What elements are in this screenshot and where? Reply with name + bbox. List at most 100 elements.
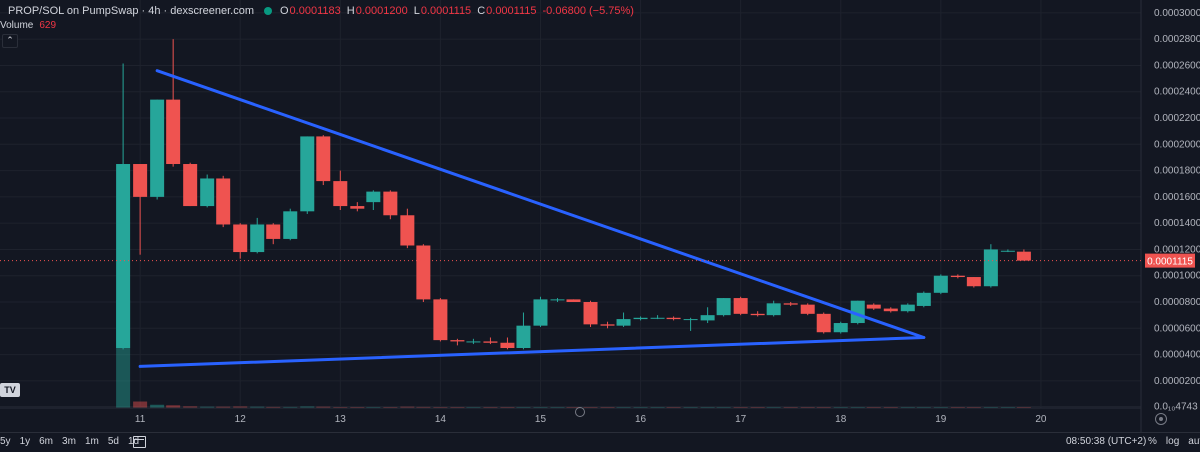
candle [1016, 249, 1031, 261]
candle-body [850, 300, 865, 324]
candle [733, 296, 748, 316]
time-tick-label: 18 [835, 414, 847, 425]
candle-body [783, 303, 798, 305]
price-tick-label: 0.0001000 [1154, 271, 1200, 282]
candle-body [616, 319, 631, 326]
scale-option-auto[interactable]: auto [1188, 436, 1200, 447]
candle [433, 298, 448, 342]
candle [516, 312, 531, 350]
market-status-icon [263, 7, 272, 15]
candle-body [800, 304, 815, 314]
candle-body [516, 325, 531, 349]
candle-body [900, 304, 915, 312]
candle-body [133, 164, 148, 197]
candle-body [750, 313, 765, 316]
open-value: 0.0001183 [289, 5, 341, 17]
candle-body [533, 299, 548, 326]
range-button-6m[interactable]: 6m [39, 436, 54, 447]
candle [750, 311, 765, 317]
candle [566, 299, 581, 303]
candle-body [166, 99, 181, 165]
close-label: C [477, 5, 486, 17]
range-button-1y[interactable]: 1y [19, 436, 31, 447]
time-tick-label: 14 [435, 414, 447, 425]
candle-body [683, 319, 698, 321]
candle-body [733, 298, 748, 314]
scale-option-percent[interactable]: % [1148, 436, 1157, 447]
scale-option-log[interactable]: log [1165, 436, 1180, 447]
candle-body [250, 224, 265, 253]
calendar-icon[interactable] [133, 436, 146, 448]
candle-body [433, 299, 448, 341]
candle-body [950, 275, 965, 278]
trendline-lower[interactable] [138, 335, 926, 368]
range-button-5y[interactable]: 5y [0, 436, 11, 447]
volume-bar [250, 406, 265, 408]
candle [666, 316, 681, 321]
time-tick-label: 20 [1035, 414, 1047, 425]
candle [450, 338, 465, 346]
trendline-upper[interactable] [155, 69, 926, 339]
clock-time[interactable]: 08:50:38 (UTC+2) [1066, 436, 1147, 447]
candle [966, 277, 981, 288]
high-label: H [346, 5, 355, 17]
candle-body [416, 245, 431, 300]
range-button-5d[interactable]: 5d [107, 436, 119, 447]
volume-bar [400, 406, 415, 408]
candle [550, 298, 565, 303]
candle-body [466, 341, 481, 343]
candle [416, 244, 431, 303]
candle-body [150, 99, 165, 197]
scroll-to-realtime-icon[interactable] [575, 407, 585, 417]
candle-body [650, 317, 665, 319]
low-label: L [413, 5, 420, 17]
candle [900, 303, 915, 313]
candle-body [983, 249, 998, 287]
price-chart[interactable]: 0.0003000 0.0002800 0.0002600 0.0002400 0.00… [0, 0, 1200, 432]
candle [216, 175, 231, 228]
volume-bar [300, 406, 315, 408]
candle-body [916, 292, 931, 306]
candle [600, 321, 615, 329]
volume-bar [266, 406, 281, 408]
range-button-3m[interactable]: 3m [62, 436, 76, 447]
gear-icon[interactable] [1155, 413, 1167, 425]
candle [800, 303, 815, 316]
candle [916, 291, 931, 308]
time-tick-label: 11 [135, 414, 146, 425]
candle-body [183, 164, 198, 207]
chart-header: PROP/SOL on PumpSwap · 4h · dexscreener.… [0, 3, 634, 19]
candle-body [450, 340, 465, 342]
candle-body [816, 313, 831, 333]
candle [316, 135, 331, 186]
candle-body [866, 304, 881, 309]
volume-bar [150, 404, 165, 408]
candle [266, 223, 281, 245]
candle-body [300, 136, 315, 212]
price-tick-label: 0.0001400 [1154, 218, 1200, 229]
candle [300, 136, 315, 214]
candle [533, 296, 548, 327]
high-value: 0.0001200 [355, 5, 408, 17]
chevron-up-icon[interactable]: ⌃ [2, 34, 18, 48]
volume-bar [416, 406, 431, 408]
candle [400, 208, 415, 249]
price-tick-label: 0.0001600 [1154, 192, 1200, 203]
candle-body [550, 299, 565, 301]
candle [500, 337, 515, 350]
range-button-1m[interactable]: 1m [84, 436, 99, 447]
candle-body [500, 342, 515, 349]
candle-body [350, 206, 365, 209]
candle-body [633, 317, 648, 320]
candle-body [666, 317, 681, 320]
time-tick-label: 15 [535, 414, 547, 425]
candle-body [116, 164, 131, 349]
price-tick-label: 0.0003000 [1154, 8, 1200, 19]
candle [383, 190, 398, 220]
candle [816, 312, 831, 334]
price-tick-label: 0.0₁₀4743 [1154, 402, 1198, 413]
candle-body [333, 181, 348, 207]
